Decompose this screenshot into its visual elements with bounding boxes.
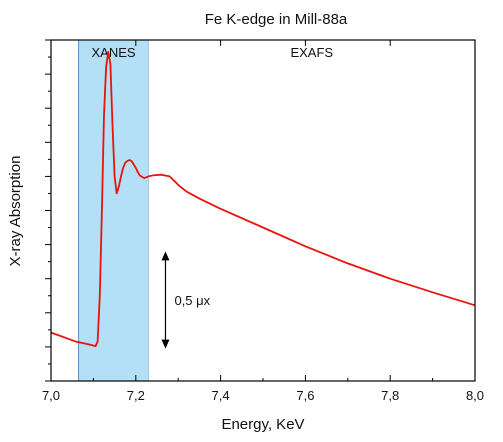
annotations-layer: 0,5 μx [161, 251, 211, 349]
x-axis-label: Energy, KeV [221, 416, 304, 433]
region-label-exafs: EXAFS [290, 45, 333, 60]
series-line-0 [50, 51, 476, 348]
annotation-arrowhead-up [161, 251, 170, 261]
regions-layer [78, 39, 475, 382]
region-exafs [148, 40, 475, 381]
series-layer [50, 51, 476, 348]
x-tick-label: 8,0 [466, 388, 484, 403]
x-tick-label: 7,8 [381, 388, 399, 403]
region-labels-layer: XANES EXAFS [92, 45, 334, 60]
x-ticks-layer: 7,0 7,2 7,4 7,6 7,8 8,0 [42, 40, 484, 403]
region-xanes [78, 39, 150, 382]
region-label-xanes: XANES [92, 45, 136, 60]
y-ticks-layer [45, 39, 51, 382]
annotation-arrowhead-down [161, 339, 170, 349]
y-axis-label: X-ray Absorption [7, 156, 24, 267]
chart-title: Fe K-edge in Mill-88a [205, 11, 348, 28]
x-tick-label: 7,6 [296, 388, 314, 403]
x-tick-label: 7,4 [212, 388, 230, 403]
x-tick-label: 7,0 [42, 388, 60, 403]
x-tick-label: 7,2 [127, 388, 145, 403]
annotation-label: 0,5 μx [174, 293, 210, 308]
